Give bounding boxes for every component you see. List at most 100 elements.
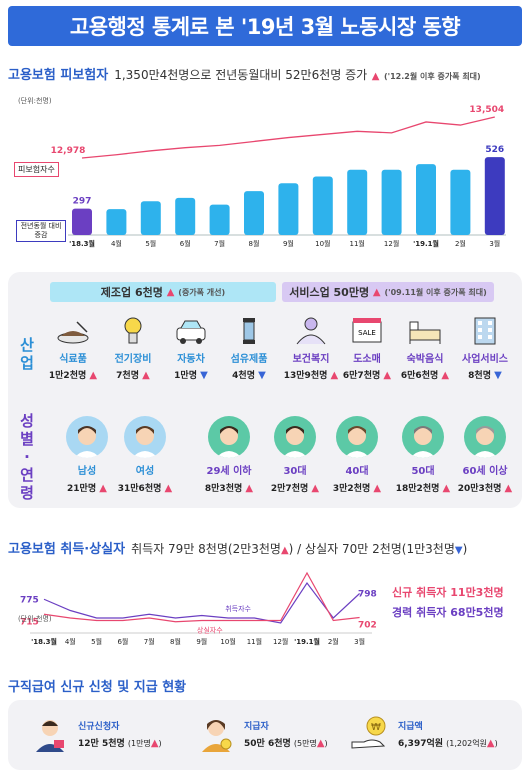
person-avatar-icon bbox=[66, 416, 108, 458]
benefit-item: ₩ 지급액 6,397억원 (1,202억원▲) bbox=[350, 712, 498, 756]
value-label: 775 bbox=[20, 595, 39, 605]
svg-text:SALE: SALE bbox=[358, 329, 376, 337]
person-avatar-icon bbox=[208, 416, 250, 458]
x-tick-label: 2월 bbox=[328, 637, 339, 646]
x-tick-label: 12월 bbox=[273, 637, 288, 646]
money-hand-icon: ₩ bbox=[350, 712, 390, 756]
x-tick-label: 6월 bbox=[180, 239, 191, 248]
industry-item: 자동차 1만명 ▼ bbox=[162, 314, 220, 381]
industry-item: 사업서비스 8천명 ▼ bbox=[456, 314, 514, 381]
demographics-label: 성 별 · 연 령 bbox=[20, 412, 34, 502]
demographic-name: 50대 bbox=[411, 466, 435, 477]
up-arrow-icon: ▲ bbox=[486, 738, 495, 749]
page-title: 고용행정 통계로 본 '19년 3월 노동시장 동향 bbox=[8, 6, 522, 46]
benefit-item: 신규신청자 12만 5천명 (1만명▲) bbox=[30, 712, 162, 756]
person-avatar-icon bbox=[464, 416, 506, 458]
service-box: 서비스업 50만명 ▲ ('09.11월 이후 증가폭 최대) bbox=[282, 282, 494, 302]
up-arrow-icon: ▲ bbox=[164, 483, 173, 494]
industry-item: 전기장비 7천명 ▲ bbox=[104, 314, 162, 381]
bar-value-label: 526 bbox=[485, 145, 504, 155]
demographic-value: 20만3천명 ▲ bbox=[457, 483, 513, 494]
store-icon: SALE bbox=[347, 314, 387, 348]
insured-bar-label: 전년동월 대비 증감 bbox=[16, 220, 66, 242]
x-tick-label: 11월 bbox=[350, 239, 365, 248]
demographic-value: 8만3천명 ▲ bbox=[204, 483, 254, 494]
benefits-card bbox=[8, 700, 522, 770]
industry-value: 8천명 ▼ bbox=[468, 370, 502, 381]
bar bbox=[278, 183, 299, 235]
benefit-title: 지급액 bbox=[398, 722, 423, 732]
demographic-item: 40대 3만2천명 ▲ bbox=[326, 416, 388, 494]
up-arrow-icon: ▲ bbox=[142, 370, 150, 381]
insured-heading: 고용보험 피보험자 bbox=[8, 68, 109, 83]
industry-name: 자동차 bbox=[177, 354, 205, 365]
bar bbox=[209, 204, 230, 235]
building-icon bbox=[465, 314, 505, 348]
food-icon bbox=[53, 314, 93, 348]
x-tick-label: 9월 bbox=[283, 239, 294, 248]
insured-summary-note: ('12.2월 이후 증가폭 최대) bbox=[383, 72, 481, 81]
benefit-value: 6,397억원 (1,202억원▲) bbox=[398, 738, 498, 749]
benefit-item: 지급자 50만 6천명 (5만명▲) bbox=[196, 712, 328, 756]
line-value-label: 13,504 bbox=[469, 105, 504, 115]
recipient-icon bbox=[196, 712, 236, 756]
career-acquirers: 경력 취득자 68만5천명 bbox=[392, 606, 504, 619]
industry-name: 도소매 bbox=[353, 354, 381, 365]
up-arrow-icon: ▲ bbox=[316, 738, 325, 749]
down-arrow-icon: ▼ bbox=[494, 370, 502, 381]
breakdown-card bbox=[8, 272, 522, 508]
industry-value: 7천명 ▲ bbox=[116, 370, 150, 381]
x-tick-label: '19.1월 bbox=[294, 637, 320, 646]
industry-name: 숙박음식 bbox=[406, 354, 444, 365]
up-arrow-icon: ▲ bbox=[89, 370, 98, 381]
demographic-value: 21만명 ▲ bbox=[67, 483, 107, 494]
x-tick-label: 7월 bbox=[144, 637, 155, 646]
industry-item: 숙박음식 6만6천명 ▲ bbox=[396, 314, 454, 381]
down-arrow-icon: ▼ bbox=[454, 545, 463, 556]
bar bbox=[381, 169, 402, 235]
bar-value-label: 297 bbox=[73, 197, 92, 207]
person-avatar-icon bbox=[274, 416, 316, 458]
x-tick-label: 3월 bbox=[354, 637, 365, 646]
industry-name: 전기장비 bbox=[114, 354, 152, 365]
bar bbox=[416, 164, 436, 235]
x-tick-label: 8월 bbox=[249, 239, 260, 248]
insured-unit: (단위:천명) bbox=[18, 97, 52, 105]
benefit-value: 12만 5천명 (1만명▲) bbox=[78, 738, 162, 749]
up-arrow-icon: ▲ bbox=[504, 483, 513, 494]
demographic-item: 남성 21만명 ▲ bbox=[56, 416, 118, 494]
series-label: 취득자수 bbox=[225, 604, 251, 613]
bar bbox=[175, 197, 196, 235]
industry-item: 보건복지 13만9천명 ▲ bbox=[282, 314, 340, 381]
down-arrow-icon: ▼ bbox=[200, 370, 208, 381]
demographic-value: 2만7천명 ▲ bbox=[270, 483, 320, 494]
line-value-label: 12,978 bbox=[51, 146, 86, 156]
bar bbox=[106, 209, 127, 235]
industry-value: 6만7천명 ▲ bbox=[342, 370, 392, 381]
value-label: 715 bbox=[20, 617, 39, 627]
flows-heading: 고용보험 취득·상실자 bbox=[8, 542, 126, 557]
benefit-title: 신규신청자 bbox=[78, 722, 120, 732]
x-tick-label: 10월 bbox=[315, 239, 330, 248]
x-tick-label: '18.3월 bbox=[31, 637, 57, 646]
x-tick-label: 11월 bbox=[247, 637, 262, 646]
flows-chart: '18.3월 4월 5월 6월 7월 8월 9월 10월 11월 12월 '19.1월 2월 3월 775… bbox=[20, 571, 377, 646]
loss-line bbox=[43, 571, 360, 623]
bar bbox=[450, 169, 471, 235]
demographic-name: 남성 bbox=[77, 466, 97, 477]
person-avatar-icon bbox=[336, 416, 378, 458]
car-icon bbox=[171, 314, 211, 348]
industry-value: 1만명 ▼ bbox=[174, 370, 208, 381]
up-arrow-icon: ▲ bbox=[150, 738, 159, 749]
demographic-name: 29세 이하 bbox=[206, 466, 252, 477]
x-tick-label: '19.1월 bbox=[413, 239, 439, 248]
demographic-name: 30대 bbox=[283, 466, 307, 477]
bar bbox=[72, 208, 92, 235]
demographic-item: 30대 2만7천명 ▲ bbox=[264, 416, 326, 494]
x-tick-label: 5월 bbox=[91, 637, 102, 646]
industry-item: SALE 도소매 6만7천명 ▲ bbox=[338, 314, 396, 381]
demographic-name: 60세 이상 bbox=[462, 466, 508, 477]
demographic-name: 40대 bbox=[345, 466, 369, 477]
bar bbox=[484, 157, 505, 235]
health-care-icon bbox=[291, 314, 331, 348]
